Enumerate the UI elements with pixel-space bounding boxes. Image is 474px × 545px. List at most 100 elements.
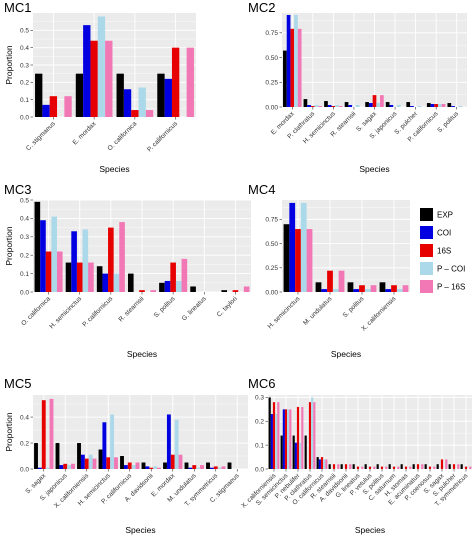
bar-exp-5 (328, 464, 331, 469)
bar-exp-5 (141, 462, 146, 469)
bar-exp-16 (460, 464, 463, 469)
x-tick-label: C. taylori (216, 295, 239, 318)
bar-p-16s-6 (178, 454, 183, 469)
bar-exp-0 (283, 50, 287, 107)
bar-exp-2 (347, 282, 354, 292)
y-tick-label: 0.3 (20, 62, 29, 69)
bar-exp-0 (34, 443, 38, 469)
bar-coi-1 (321, 289, 328, 292)
bar-exp-3 (344, 102, 349, 107)
bar-16s-7 (356, 466, 360, 469)
y-tick-label: 0.2 (20, 440, 29, 447)
bar-coi-2 (102, 273, 109, 292)
bar-p-16s-1 (71, 463, 75, 469)
bar-exp-8 (206, 462, 210, 469)
y-tick-label: 0.50 (265, 55, 278, 62)
bar-p-coi-3 (396, 289, 403, 292)
bar-p-16s-12 (421, 464, 424, 469)
y-tick-label: 0.4 (20, 216, 29, 223)
y-tick-label: 0.4 (20, 414, 29, 421)
legend-swatch (420, 280, 433, 293)
bar-16s-0 (41, 400, 46, 469)
bar-16s-4 (320, 457, 324, 469)
bar-coi-6 (166, 414, 171, 469)
bar-coi-0 (270, 414, 273, 469)
bar-exp-2 (324, 101, 328, 107)
legend-label: 16S (437, 247, 451, 256)
x-tick-label: M. undulatus (302, 295, 334, 327)
bar-16s-2 (131, 110, 139, 117)
legend-swatch (420, 262, 433, 275)
y-tick-label: 0.3 (20, 234, 29, 241)
y-tick-label: 0.75 (265, 30, 278, 37)
bar-p-coi-4 (323, 459, 326, 469)
bar-p-16s-14 (445, 459, 448, 469)
bar-16s-2 (108, 227, 114, 292)
bar-p-16s-8 (221, 466, 226, 469)
bar-p-coi-5 (396, 105, 401, 107)
bar-exp-7 (426, 103, 431, 107)
x-tick-label: C. stigmaeus (25, 120, 57, 152)
x-tick-label: S. politus (436, 110, 460, 134)
bar-exp-4 (316, 457, 319, 469)
bar-p-coi-2 (88, 454, 93, 469)
legend-item-exp: EXP (420, 208, 453, 221)
bar-p-coi-8 (458, 106, 463, 107)
bar-exp-6 (406, 102, 411, 107)
bar-16s-6 (170, 454, 175, 469)
y-tick-label: 0.0 (20, 114, 29, 121)
bar-p-coi-1 (332, 289, 339, 292)
y-axis-label: Proportion (4, 45, 14, 84)
bar-coi-0 (42, 104, 50, 117)
y-tick-label: 0.5 (20, 28, 29, 35)
bar-p-coi-1 (67, 465, 72, 469)
x-tick-label: E. mordax (72, 120, 98, 146)
bar-p-coi-4 (175, 280, 182, 292)
bar-p-coi-0 (275, 414, 278, 469)
bar-exp-3 (127, 273, 134, 292)
y-tick-label: 0.0 (20, 289, 29, 296)
y-tick-label: 0.2 (20, 80, 29, 87)
panel-title: MC2 (248, 0, 275, 15)
bar-p-16s-16 (469, 466, 472, 469)
bar-16s-8 (368, 466, 372, 469)
bar-p-coi-3 (110, 414, 115, 469)
bar-p-coi-4 (376, 103, 381, 107)
bar-16s-5 (332, 464, 336, 469)
bar-16s-7 (192, 465, 197, 469)
x-tick-label: X. californiensis (360, 295, 398, 333)
bar-p-coi-0 (45, 467, 50, 469)
plot-area (33, 395, 248, 469)
bar-exp-4 (365, 102, 369, 107)
bar-coi-2 (327, 105, 332, 107)
bar-coi-0 (40, 220, 46, 292)
bar-p-16s-3 (402, 285, 409, 292)
bar-p-coi-0 (300, 202, 307, 292)
x-axis-label: Species (359, 164, 389, 174)
y-tick-label: 0.0 (255, 466, 264, 473)
bar-16s-1 (310, 106, 315, 107)
bar-p-coi-1 (82, 229, 89, 292)
y-tick-label: 0.25 (265, 80, 278, 87)
bar-16s-14 (440, 459, 444, 469)
bar-coi-4 (318, 459, 321, 469)
bar-coi-3 (102, 422, 107, 469)
bar-p-coi-2 (138, 87, 146, 117)
bar-p-16s-0 (49, 398, 54, 469)
bar-16s-13 (428, 466, 432, 469)
bar-coi-4 (123, 465, 128, 469)
bar-p-16s-0 (277, 402, 280, 469)
bar-p-coi-8 (217, 467, 222, 469)
legend-item-coi: COI (420, 226, 451, 239)
bar-16s-0 (290, 28, 295, 107)
bar-p-16s-4 (181, 258, 188, 292)
y-tick-label: 0.2 (255, 419, 264, 426)
bar-16s-12 (416, 464, 420, 469)
panel-mc1: MC1 0.0 0.1 0.2 0.3 0.4 0.5 C. stigmaeus E. mord… (4, 0, 196, 174)
bar-p-16s-1 (289, 409, 292, 469)
bar-p-16s-2 (301, 406, 304, 469)
bar-16s-1 (90, 40, 98, 117)
bar-p-coi-5 (153, 466, 158, 469)
bar-coi-8 (451, 106, 455, 107)
